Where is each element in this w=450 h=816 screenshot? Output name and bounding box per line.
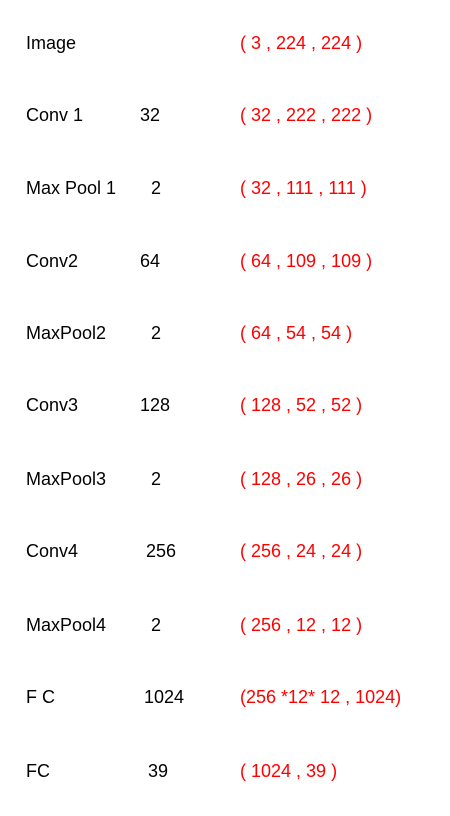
layer-name: MaxPool2	[26, 323, 107, 343]
output-shape: ( 1024 , 39 )	[240, 761, 338, 781]
layer-row-fc1: F C 1024 (256 *12* 12 , 1024)	[0, 684, 450, 710]
layer-row-maxpool3: MaxPool3 2 ( 128 , 26 , 26 )	[0, 466, 450, 492]
output-shape: ( 128 , 26 , 26 )	[240, 469, 363, 489]
layer-param: 2	[151, 323, 162, 343]
layer-row-fc2: FC 39 ( 1024 , 39 )	[0, 758, 450, 784]
layer-row-conv3: Conv3 128 ( 128 , 52 , 52 )	[0, 392, 450, 418]
output-shape: ( 64 , 54 , 54 )	[240, 323, 353, 343]
output-shape: ( 32 , 111 , 111 )	[240, 178, 367, 198]
layer-param: 2	[151, 615, 162, 635]
layer-row-conv2: Conv2 64 ( 64 , 109 , 109 )	[0, 248, 450, 274]
layer-param: 39	[148, 761, 169, 781]
layer-name: FC	[26, 761, 50, 781]
layer-param: 2	[151, 178, 162, 198]
layer-row-maxpool1: Max Pool 1 2 ( 32 , 111 , 111 )	[0, 175, 450, 201]
layer-name: MaxPool4	[26, 615, 107, 635]
layer-param: 64	[140, 251, 161, 271]
layer-row-image: Image ( 3 , 224 , 224 )	[0, 30, 450, 56]
layer-name: F C	[26, 687, 55, 707]
output-shape: ( 256 , 24 , 24 )	[240, 541, 363, 561]
layer-name: Conv2	[26, 251, 79, 271]
layer-row-maxpool4: MaxPool4 2 ( 256 , 12 , 12 )	[0, 612, 450, 638]
output-shape: ( 64 , 109 , 109 )	[240, 251, 373, 271]
output-shape: (256 *12* 12 , 1024)	[240, 687, 402, 707]
layer-row-maxpool2: MaxPool2 2 ( 64 , 54 , 54 )	[0, 320, 450, 346]
layer-name: Conv3	[26, 395, 79, 415]
output-shape: ( 32 , 222 , 222 )	[240, 105, 373, 125]
layer-name: Conv 1	[26, 105, 84, 125]
output-shape: ( 256 , 12 , 12 )	[240, 615, 363, 635]
output-shape: ( 128 , 52 , 52 )	[240, 395, 363, 415]
layer-name: MaxPool3	[26, 469, 107, 489]
layer-param: 2	[151, 469, 162, 489]
layer-param: 256	[146, 541, 177, 561]
layer-name: Max Pool 1	[26, 178, 117, 198]
layer-param: 1024	[144, 687, 185, 707]
layer-name: Image	[26, 33, 77, 53]
output-shape: ( 3 , 224 , 224 )	[240, 33, 363, 53]
layer-param: 128	[140, 395, 171, 415]
layer-row-conv4: Conv4 256 ( 256 , 24 , 24 )	[0, 538, 450, 564]
layer-param: 32	[140, 105, 161, 125]
layer-name: Conv4	[26, 541, 79, 561]
layer-row-conv1: Conv 1 32 ( 32 , 222 , 222 )	[0, 102, 450, 128]
